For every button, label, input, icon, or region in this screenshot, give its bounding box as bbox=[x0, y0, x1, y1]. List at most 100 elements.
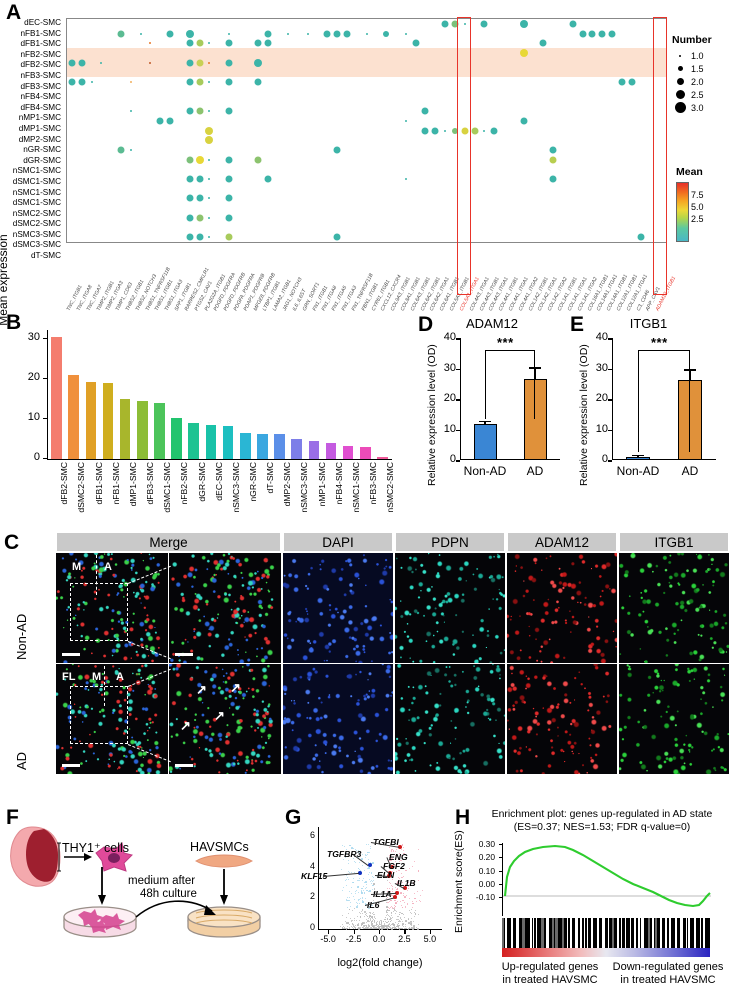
panel-g-point bbox=[380, 926, 382, 928]
panel-a-dot bbox=[196, 175, 204, 183]
panel-a-dot bbox=[196, 214, 204, 222]
panel-b: B Mean expression 0 10 20 30 dFB2-SMC dSMC2-… bbox=[0, 234, 412, 530]
panel-a-dot bbox=[254, 156, 262, 164]
panel-g-point bbox=[393, 904, 395, 906]
panel-g-point bbox=[365, 925, 368, 927]
panel-h-hit-tick bbox=[502, 918, 504, 948]
panelE-y-tick-label: 30 bbox=[595, 361, 608, 374]
panel-g-x-tick-label: 5.0 bbox=[423, 934, 437, 944]
panel-a-dot bbox=[186, 214, 194, 222]
panel-g-point bbox=[368, 867, 370, 870]
panel-g-point bbox=[372, 879, 374, 881]
panel-c-region-marker: M bbox=[92, 671, 102, 683]
panel-a-row-label: nSMC1-SMC bbox=[12, 166, 61, 176]
panel-g-point bbox=[397, 916, 399, 918]
panel-a-dot bbox=[149, 61, 152, 64]
panel-a-dot bbox=[637, 233, 645, 241]
panel-a-dot bbox=[618, 78, 626, 86]
panel-g-point bbox=[414, 893, 416, 895]
panel-g-point bbox=[386, 927, 388, 929]
panel-b-bar bbox=[359, 446, 371, 459]
panel-f-schematic bbox=[10, 826, 261, 938]
panel-g-point bbox=[370, 927, 372, 929]
panel-g-point bbox=[349, 900, 351, 902]
panel-g-point bbox=[387, 906, 389, 908]
panel-g-point bbox=[358, 851, 360, 853]
panel-g-point bbox=[341, 844, 343, 846]
panel-a-dot bbox=[129, 148, 132, 151]
panel-g-point bbox=[354, 890, 356, 892]
panel-g-point bbox=[372, 884, 374, 886]
panel-g-point bbox=[364, 897, 366, 899]
panel-g-point bbox=[373, 919, 375, 921]
panel-g-gene-point-eln bbox=[387, 873, 392, 878]
panel-a-dot bbox=[569, 20, 577, 28]
panel-g-point bbox=[390, 895, 392, 897]
panelE-significance-bracket bbox=[638, 350, 690, 453]
panel-a-row-label: nSMC2-SMC bbox=[12, 208, 61, 218]
panel-g-point bbox=[389, 924, 391, 926]
panel-h-hit-tick bbox=[630, 918, 632, 948]
panel-h-y-axis-title: Enrichment score(ES) bbox=[453, 830, 465, 933]
panel-h-hit-tick bbox=[680, 918, 684, 948]
panel-b-bar bbox=[325, 443, 337, 459]
panel-g-point bbox=[365, 927, 367, 929]
panel-g-point bbox=[363, 912, 365, 914]
number-legend-row: 2.5 bbox=[672, 88, 729, 101]
panel-g-point bbox=[374, 927, 376, 930]
panel-g-point bbox=[401, 876, 404, 879]
panel-g-point bbox=[402, 881, 404, 883]
panel-g-gene-point-tgfbi bbox=[398, 844, 403, 849]
panel-g-point bbox=[345, 874, 347, 876]
panel-g-point bbox=[405, 869, 407, 872]
panel-g-point bbox=[362, 878, 364, 880]
panel-g-point bbox=[395, 921, 397, 923]
panel-g-point bbox=[373, 913, 375, 915]
panelE-bar-non-ad bbox=[626, 456, 650, 460]
panel-g-point bbox=[393, 927, 395, 929]
panel-a-dot bbox=[139, 32, 142, 35]
panel-g-point bbox=[386, 913, 388, 915]
panel-g-y-tick-label: 2 bbox=[309, 891, 315, 902]
panel-g-point bbox=[344, 927, 346, 929]
panel-g-point bbox=[344, 857, 346, 859]
panel-g-point bbox=[369, 918, 371, 920]
panel-b-category-label: nFB4-SMC bbox=[333, 462, 344, 505]
panel-g-point bbox=[411, 927, 414, 930]
panel-g-point bbox=[395, 906, 397, 908]
panel-h-y-tick bbox=[499, 857, 502, 859]
panel-g-point bbox=[391, 849, 393, 851]
panel-g-point bbox=[368, 924, 370, 926]
panel-g-point bbox=[389, 883, 391, 885]
panel-c-header-merge: Merge bbox=[56, 532, 281, 552]
panel-h-hit-tick bbox=[583, 918, 586, 948]
panel-c-micrograph bbox=[507, 664, 617, 774]
panel-a-dot bbox=[306, 32, 309, 35]
panel-h-hit-tick bbox=[529, 918, 532, 948]
panel-g-point bbox=[391, 870, 393, 872]
panel-d-letter: D bbox=[418, 313, 434, 336]
panel-h-hit-tick bbox=[703, 918, 706, 948]
panel-a-dot bbox=[628, 78, 636, 86]
panel-a-row-label: nSMC1-SMC bbox=[12, 187, 61, 197]
panel-g-point bbox=[361, 924, 363, 926]
panel-g-point bbox=[364, 924, 366, 926]
panel-a-dot bbox=[451, 20, 459, 28]
number-legend-row: 1.5 bbox=[672, 62, 729, 75]
panel-g-point bbox=[389, 908, 391, 910]
panel-g-point bbox=[351, 920, 353, 922]
panel-g-point bbox=[355, 850, 357, 852]
panel-g-point bbox=[390, 924, 392, 926]
panel-g-point bbox=[392, 857, 394, 859]
panel-g-point bbox=[361, 899, 363, 901]
panel-a-x-axis-labels: TNC_ITGB1 TNC_ITGA8 TNC_ITGA7 TIMP2_ITGB1 TI… bbox=[66, 244, 678, 312]
panel-g-point bbox=[371, 881, 373, 883]
panel-g-point bbox=[392, 917, 394, 919]
panel-g-point bbox=[383, 918, 386, 921]
panel-g-point bbox=[367, 854, 369, 856]
panel-g-gene-point-il6 bbox=[393, 895, 398, 900]
panel-g-point bbox=[388, 925, 391, 928]
panel-c-header-adam12: ADAM12 bbox=[507, 532, 617, 552]
panel-h-y-tick bbox=[499, 870, 502, 872]
panel-b-bar bbox=[171, 417, 182, 459]
